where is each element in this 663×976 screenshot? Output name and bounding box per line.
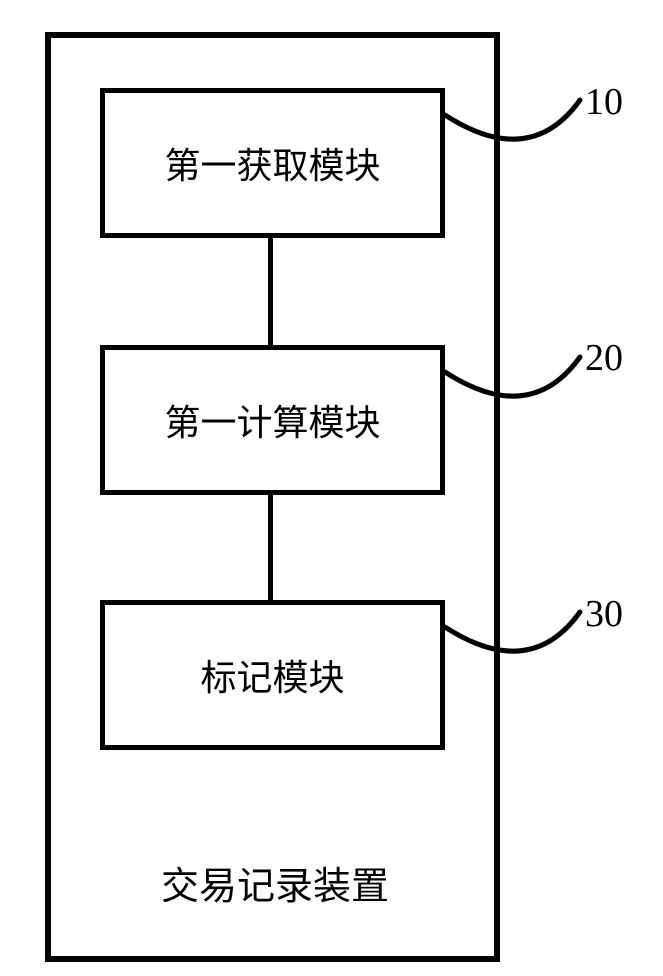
callout-curve-30 [435, 602, 590, 692]
module-box-2: 第一计算模块 [100, 345, 445, 495]
device-label: 交易记录装置 [130, 855, 420, 910]
callout-curve-10 [435, 90, 590, 180]
ref-label-30: 30 [585, 592, 623, 636]
connector-2-3 [268, 495, 273, 600]
diagram-canvas: 第一获取模块 第一计算模块 标记模块 交易记录装置 10 20 30 [0, 0, 663, 976]
device-label-text: 交易记录装置 [161, 866, 389, 908]
callout-curve-20 [435, 347, 590, 437]
ref-label-30-text: 30 [585, 593, 623, 635]
ref-label-20: 20 [585, 336, 623, 380]
module-label-3: 标记模块 [200, 649, 344, 701]
connector-1-2 [268, 238, 273, 345]
module-box-3: 标记模块 [100, 600, 445, 750]
ref-label-20-text: 20 [585, 337, 623, 379]
module-label-2: 第一计算模块 [164, 394, 380, 446]
ref-label-10: 10 [585, 80, 623, 124]
module-label-1: 第一获取模块 [164, 137, 380, 189]
ref-label-10-text: 10 [585, 81, 623, 123]
module-box-1: 第一获取模块 [100, 88, 445, 238]
